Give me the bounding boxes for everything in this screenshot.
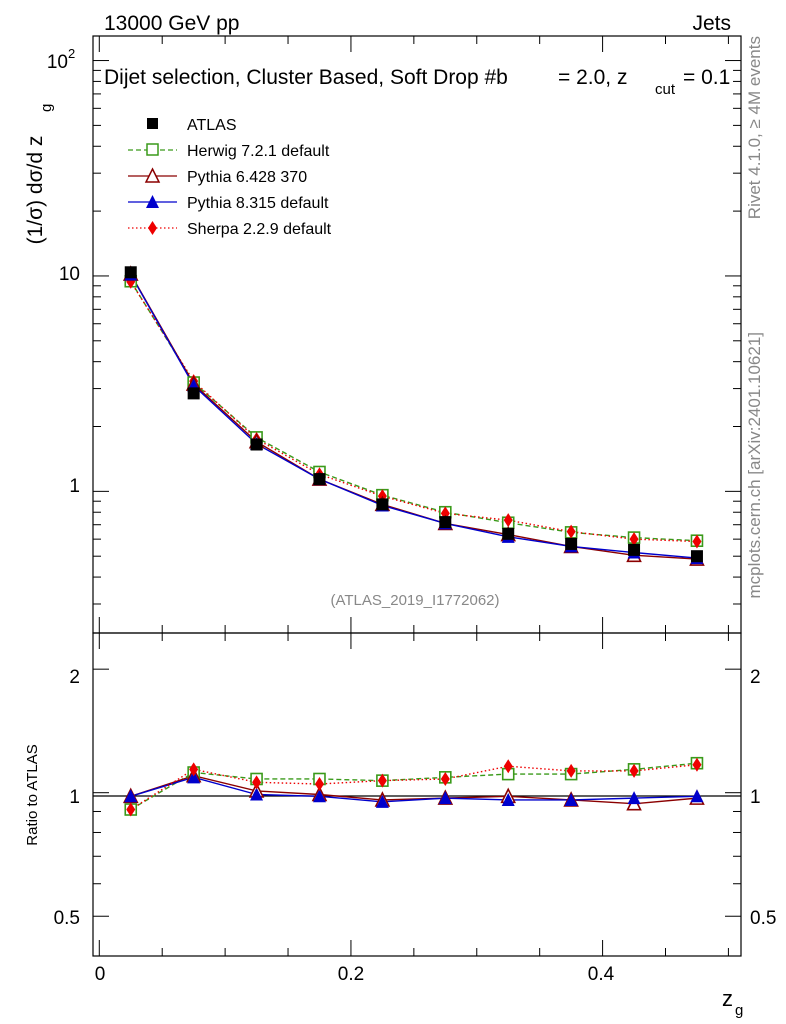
ratio-series-group: [122, 756, 705, 817]
legend-entry-herwig: Herwig 7.2.1 default: [187, 143, 330, 160]
energy-label: 13000 GeV pp: [104, 12, 239, 35]
legend-marker-herwig: [146, 143, 159, 156]
ratio-line-sherpa-2-2-9-default: [130, 764, 698, 811]
legend-marker-atlas: [147, 118, 158, 129]
main-series-group: [122, 265, 705, 566]
ratio-line-herwig-7-2-1-default: [130, 762, 698, 811]
category-label: Jets: [692, 12, 731, 35]
legend-entry-atlas: ATLAS: [187, 117, 237, 134]
ratio-point-sherpa-2-2-9-default: [252, 775, 262, 790]
rivet-label: Rivet 4.1.0, ≥ 4M events: [745, 36, 764, 219]
ratio-point-sherpa-2-2-9-default: [314, 777, 324, 792]
analysis-tag: (ATLAS_2019_I1772062): [330, 592, 499, 609]
ratio-ytick-2-left: 2: [69, 667, 80, 688]
main-line-pythia-6-428-370: [130, 273, 698, 560]
site-label: mcplots.cern.ch [arXiv:2401.10621]: [745, 332, 764, 598]
ratio-point-pythia-8-315-default: [124, 789, 138, 803]
ratio-point-pythia-8-315-default: [564, 792, 578, 806]
ratio-point-sherpa-2-2-9-default: [377, 773, 387, 788]
main-line-sherpa-2-2-9-default: [130, 281, 697, 543]
ratio-point-pythia-8-315-default: [627, 791, 641, 805]
main-point-sherpa-2-2-9-default: [692, 534, 702, 549]
ratio-point-sherpa-2-2-9-default: [566, 763, 576, 778]
ratio-point-sherpa-2-2-9-default: [629, 763, 639, 778]
ratio-point-sherpa-2-2-9-default: [503, 759, 513, 774]
ratio-point-pythia-8-315-default: [438, 791, 452, 805]
main-point-atlas: [376, 498, 389, 511]
ratio-ytick-05-left: 0.5: [54, 908, 80, 929]
main-point-atlas: [439, 516, 452, 529]
main-point-atlas: [250, 438, 263, 451]
xtick-label-0: 0: [95, 964, 106, 985]
main-point-sherpa-2-2-9-default: [503, 513, 513, 528]
legend-marker-sherpa: [148, 221, 157, 235]
title-cut-value: = 0.1: [683, 66, 730, 89]
ratio-point-pythia-8-315-default: [187, 770, 201, 784]
main-point-atlas: [124, 266, 137, 279]
ratio-point-sherpa-2-2-9-default: [440, 771, 450, 786]
ratio-ytick-2-right: 2: [750, 667, 761, 688]
ratio-y-label: Ratio to ATLAS: [24, 744, 41, 845]
ratio-ytick-05-right: 0.5: [750, 908, 776, 929]
legend-marker-pythia8: [146, 195, 159, 208]
main-point-atlas: [690, 550, 703, 563]
main-point-atlas: [628, 543, 641, 556]
main-line-pythia-8-315-default: [130, 274, 698, 559]
ratio-point-sherpa-2-2-9-default: [692, 757, 702, 772]
ytick-label-1: 1: [69, 476, 80, 497]
legend-entry-pythia6: Pythia 6.428 370: [187, 169, 307, 186]
ratio-axis-ticks: [93, 668, 741, 917]
main-point-atlas: [565, 537, 578, 550]
main-point-atlas: [313, 473, 326, 486]
main-point-sherpa-2-2-9-default: [629, 532, 639, 547]
x-axis-label: z: [722, 986, 733, 1011]
ratio-point-pythia-8-315-default: [501, 792, 515, 806]
title-text: Dijet selection, Cluster Based, Soft Dro…: [104, 66, 508, 89]
main-point-atlas: [502, 527, 515, 540]
title-cut-sub: cut: [655, 81, 676, 98]
main-y-label: (1/σ) dσ/d z: [24, 136, 47, 245]
x-axis-label-sub: g: [735, 1002, 743, 1019]
main-title: Dijet selection, Cluster Based, Soft Dro…: [104, 66, 508, 89]
ytick-label-100: 10: [47, 52, 68, 73]
main-line-herwig-7-2-1-default: [130, 280, 697, 542]
ytick-label-100-sup: 2: [68, 46, 75, 61]
ratio-point-pythia-8-315-default: [312, 789, 326, 803]
main-y-label-sub: g: [38, 104, 55, 112]
ratio-point-pythia-8-315-default: [375, 794, 389, 808]
title-beta: = 2.0, z: [558, 66, 627, 89]
ratio-point-pythia-8-315-default: [690, 789, 704, 803]
legend-entry-sherpa: Sherpa 2.2.9 default: [187, 221, 332, 238]
xtick-label-02: 0.2: [338, 964, 364, 985]
ytick-label-10: 10: [59, 264, 80, 285]
xtick-label-04: 0.4: [588, 964, 615, 985]
ratio-point-sherpa-2-2-9-default: [126, 802, 136, 817]
main-point-sherpa-2-2-9-default: [566, 524, 576, 539]
ratio-panel-frame: [92, 632, 742, 957]
ratio-line-pythia-6-428-370: [130, 774, 698, 805]
legend-entry-pythia8: Pythia 8.315 default: [187, 195, 329, 212]
ratio-ytick-1-left: 1: [69, 787, 80, 808]
legend-marker-pythia6: [144, 167, 161, 183]
main-axis-ticks: [93, 36, 741, 956]
legend: ATLAS Herwig 7.2.1 default Pythia 6.428 …: [128, 117, 332, 238]
main-point-atlas: [187, 387, 200, 400]
ratio-point-sherpa-2-2-9-default: [189, 762, 199, 777]
ratio-ytick-1-right: 1: [750, 787, 761, 808]
ratio-point-pythia-8-315-default: [250, 787, 264, 801]
ratio-line-pythia-8-315-default: [130, 776, 697, 803]
